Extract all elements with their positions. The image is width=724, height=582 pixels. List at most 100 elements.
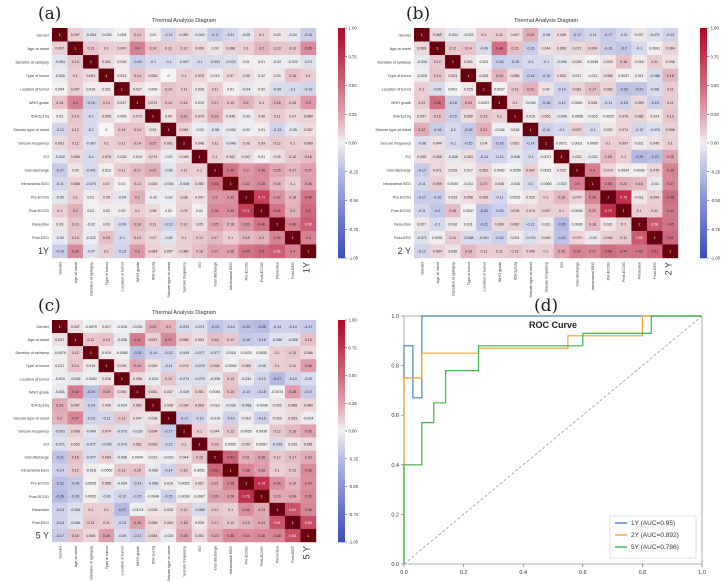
heatmap-cell-value: 0.057: [510, 33, 519, 37]
heatmap-cell: [191, 502, 208, 517]
heatmap-cell-value: 0.069: [417, 47, 426, 51]
heatmap-y-label: Seizure frequency: [380, 142, 411, 146]
heatmap-cell: [207, 55, 224, 69]
heatmap-cell-value: 0.07: [289, 114, 296, 118]
colorbar-tick-label: 0.75: [349, 54, 358, 59]
heatmap-cell: [160, 244, 177, 259]
heatmap-y-label: Resection: [32, 223, 49, 227]
heatmap-cell-value: 0.12: [227, 338, 234, 342]
heatmap-cell: [600, 68, 617, 83]
heatmap-cell: [83, 190, 99, 205]
heatmap-cell: [300, 68, 317, 83]
heatmap-cell: [176, 528, 192, 543]
heatmap-cell-value: 0.0052: [85, 495, 96, 499]
heatmap-cell: [207, 385, 224, 399]
heatmap-cell-value: 0.18: [181, 521, 188, 525]
heatmap-x-label: Post-EEG: [291, 546, 295, 563]
heatmap-y-label: 1Y: [38, 246, 49, 256]
heatmap-cell: [160, 528, 177, 543]
heatmap-cell: [507, 109, 523, 123]
heatmap-cell-value: -0.04: [289, 33, 297, 37]
heatmap-cell: [222, 82, 239, 96]
heatmap-cell-value: -0.0082: [85, 377, 97, 381]
heatmap-cell-value: 0.04: [480, 141, 487, 145]
heatmap-cell: [176, 149, 192, 164]
heatmap-cell: [662, 203, 679, 218]
colorbar-segment: [700, 100, 707, 105]
heatmap-cell: [67, 55, 84, 69]
heatmap-cell-value: 0.062: [195, 182, 204, 186]
heatmap-cell: [253, 109, 270, 123]
heatmap-cell-value: 0.2: [244, 101, 249, 105]
heatmap-cell: [269, 244, 286, 259]
heatmap-cell: [160, 41, 177, 56]
heatmap-x-label: Intracranial EEG: [229, 546, 233, 574]
heatmap-cell-value: 0.057: [417, 114, 426, 118]
heatmap-cell-value: 0.1: [244, 47, 249, 51]
heatmap-cell-value: 0.61: [274, 521, 281, 525]
heatmap-cell-value: 0.047: [164, 390, 173, 394]
heatmap-cell-value: -0.1: [290, 87, 296, 91]
heatmap-cell-value: 0.0045: [447, 182, 458, 186]
heatmap-cell-value: -0.015: [587, 114, 597, 118]
heatmap-cell: [300, 333, 317, 347]
heatmap-cell-value: 0.017: [55, 364, 64, 368]
heatmap-cell: [300, 41, 317, 56]
heatmap-cell: [67, 41, 84, 56]
heatmap-cell-value: 0.019: [148, 456, 157, 460]
heatmap-cell-value: 0.038: [164, 403, 173, 407]
heatmap-cell: [129, 122, 146, 137]
heatmap-cell: [98, 82, 115, 96]
heatmap-cell: [67, 217, 84, 232]
colorbar-segment: [338, 97, 345, 102]
heatmap-cell-value: 1: [136, 390, 138, 394]
colorbar-segment: [338, 342, 345, 347]
heatmap-cell: [538, 122, 554, 137]
heatmap-cell: [631, 55, 648, 69]
heatmap-cell: [176, 244, 192, 259]
heatmap-cell-value: 0.34: [274, 482, 281, 486]
heatmap-cell-value: 0.084: [304, 403, 313, 407]
heatmap-x-label: Seizure type at onset: [529, 261, 533, 298]
heatmap-cell-value: 1: [669, 250, 671, 254]
heatmap-cell-value: -0.14: [56, 508, 64, 512]
heatmap-cell: [145, 437, 161, 451]
heatmap-x-label: Type of tumor: [105, 545, 109, 569]
heatmap-cell: [191, 463, 208, 477]
heatmap-cell: [600, 190, 617, 205]
heatmap-cell-value: 0.11: [150, 223, 157, 227]
heatmap-cell-value: -0.22: [557, 236, 565, 240]
heatmap-cell: [129, 411, 146, 425]
heatmap-cell: [253, 333, 270, 347]
colorbar-segment: [338, 471, 345, 476]
heatmap-cell-value: 0.061: [102, 60, 111, 64]
heatmap-cell: [269, 372, 286, 386]
heatmap-cell: [584, 28, 601, 42]
heatmap-cell: [522, 217, 539, 232]
heatmap-cell-value: -0.024: [163, 534, 173, 538]
heatmap-cell: [83, 489, 99, 504]
heatmap-cell: [414, 122, 430, 137]
heatmap-cell-value: -0.11: [418, 182, 426, 186]
heatmap-cell: [83, 515, 99, 530]
heatmap-cell: [538, 230, 554, 245]
heatmap-cell: [52, 437, 68, 451]
heatmap-cell: [145, 489, 161, 504]
heatmap-cell-value: 0.23: [149, 325, 156, 329]
heatmap-cell: [284, 476, 301, 490]
heatmap-cell-value: 0.13: [480, 114, 487, 118]
heatmap-cell-value: 1: [74, 338, 76, 342]
heatmap-cell-value: 1: [245, 196, 247, 200]
heatmap-cell: [238, 463, 255, 477]
heatmap-x-label: Location of tumor: [120, 261, 124, 291]
heatmap-cell-value: -0.16: [526, 47, 534, 51]
heatmap-cell: [238, 450, 255, 464]
heatmap-cell-value: 0.11: [481, 250, 488, 254]
heatmap-cell-value: 0.0038: [179, 495, 190, 499]
heatmap-cell: [429, 109, 446, 123]
heatmap-cell-value: 0.0082: [494, 168, 505, 172]
heatmap-cell: [569, 41, 586, 56]
heatmap-x-label: Duration of epilepsy: [89, 546, 93, 580]
heatmap-cell: [238, 122, 255, 137]
heatmap-cell-value: -0.17: [418, 196, 426, 200]
